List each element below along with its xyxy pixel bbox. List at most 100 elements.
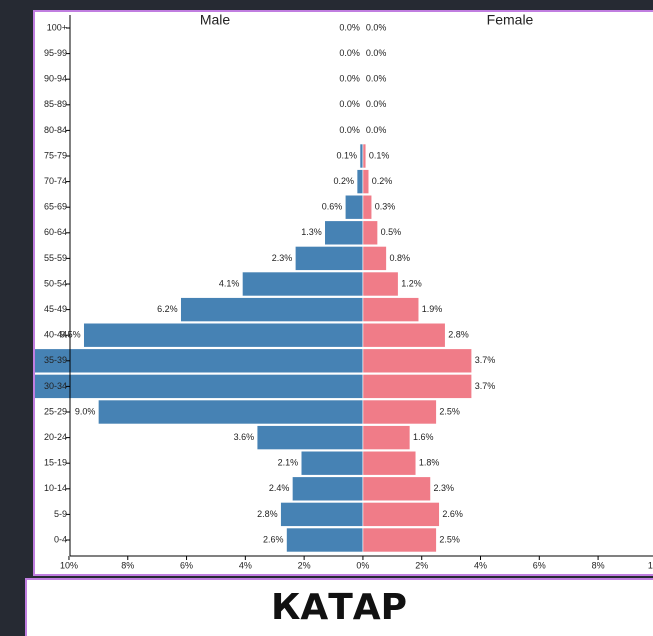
y-tick-label: 80-84 [44,125,67,135]
x-tick-label: 8% [592,560,605,570]
value-label: 1.6% [413,432,434,442]
y-tick-label: 30-34 [44,381,67,391]
y-tick-label: 40-44 [44,330,67,340]
y-tick-label: 70-74 [44,176,67,186]
bar [362,425,411,450]
x-tick-label: 0% [356,560,369,570]
legend-label: Female [487,12,534,28]
x-tick-label: 4% [239,560,252,570]
value-label: 0.0% [366,74,387,84]
y-tick-label: 5-9 [54,509,67,519]
y-tick-label: 50-54 [44,278,67,288]
x-tick-label: 4% [474,560,487,570]
bar [256,425,364,450]
bar [35,348,364,374]
value-label: 4.1% [219,278,240,288]
value-label: 0.6% [322,202,343,212]
y-tick-label: 65-69 [44,202,67,212]
value-label: 2.5% [439,534,460,544]
plot: Male Female 0.0% 0.0% 0.0% 0.0% 0.0% 0.0% 0.0% 0.… [35,12,653,557]
value-label: 6.2% [157,304,178,314]
y-tick-label: 20-24 [44,432,67,442]
y-tick-label: 15-19 [44,458,67,468]
value-label: 3.7% [475,381,496,391]
bar [362,169,370,194]
value-label: 0.8% [389,253,410,263]
value-label: 0.5% [381,227,402,237]
bar [362,374,472,399]
y-tick-label: 75-79 [44,150,67,160]
value-label: 0.0% [366,48,387,58]
value-label: 0.0% [366,22,387,32]
bar [362,527,437,553]
value-label: 1.9% [422,304,443,314]
bar [362,502,440,527]
bar [362,322,446,348]
value-label: 0.0% [339,22,360,32]
x-tick-label: 2% [415,560,428,570]
value-label: 2.5% [439,406,460,416]
value-label: 9.0% [75,406,96,416]
bar [362,246,387,271]
bar [300,450,364,476]
caption-panel [25,578,653,636]
legend-label: Male [200,12,231,28]
bar [280,502,364,527]
x-tick-label: 2% [298,560,311,570]
value-label: 2.1% [278,458,299,468]
bar [344,194,364,220]
bar [362,348,472,374]
value-label: 0.0% [339,74,360,84]
value-label: 0.2% [372,176,393,186]
y-tick-label: 55-59 [44,253,67,263]
y-tick-label: 100+ [47,22,67,32]
x-tick-label: 10% [648,560,653,570]
bar [286,527,364,553]
y-tick-label: 90-94 [44,74,67,84]
bar [98,399,364,425]
bar [362,271,399,297]
bar [362,143,367,169]
value-label: 3.7% [475,355,496,365]
value-label: 2.4% [269,483,290,493]
value-label: 0.0% [339,125,360,135]
y-tick-label: 60-64 [44,227,67,237]
value-label: 2.6% [263,534,284,544]
value-label: 0.0% [339,48,360,58]
value-label: 2.3% [272,253,293,263]
y-tick-label: 45-49 [44,304,67,314]
bar [242,271,364,297]
value-label: 0.0% [366,125,387,135]
value-label: 0.0% [339,99,360,109]
value-label: 0.2% [334,176,355,186]
y-tick-label: 95-99 [44,48,67,58]
bar [362,450,417,476]
value-label: 2.8% [448,330,469,340]
x-tick-label: 10% [60,560,78,570]
value-label: 2.3% [434,483,455,493]
x-tick-label: 6% [533,560,546,570]
value-label: 1.3% [301,227,322,237]
value-label: 0.3% [375,202,396,212]
x-tick-label: 6% [180,560,193,570]
bar [362,220,378,246]
bar [362,194,373,220]
bar [362,399,437,425]
caption: КАТАР [271,587,407,628]
bar [356,169,364,194]
value-label: 2.6% [442,509,463,519]
y-tick-label: 35-39 [44,355,67,365]
value-label: 2.8% [257,509,278,519]
bar [295,246,364,271]
value-label: 0.1% [369,150,390,160]
bar [292,476,364,502]
y-tick-label: 0-4 [54,534,67,544]
bar [35,374,364,399]
value-label: 1.2% [401,278,422,288]
bar [180,297,364,322]
bar [83,322,364,348]
bar [362,476,431,502]
bar [362,297,420,322]
bar [359,143,364,169]
